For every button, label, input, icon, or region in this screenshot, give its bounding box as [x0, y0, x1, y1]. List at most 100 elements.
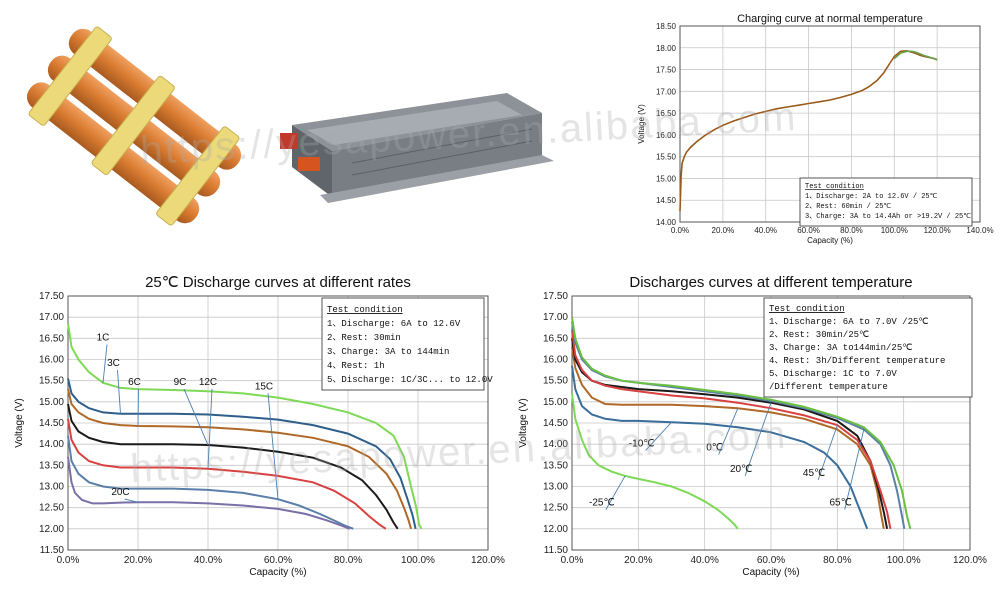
x-tick-label: 120.0% — [924, 226, 951, 235]
y-tick-label: 17.50 — [656, 66, 677, 75]
test-condition-line: 3、Charge: 3A to144min/25℃ — [769, 343, 912, 353]
test-condition-line: 5、Discharge: 1C to 7.0V — [769, 369, 897, 379]
annotation-label: 3C — [107, 358, 120, 369]
test-condition-title: Test condition — [327, 305, 403, 315]
annotation-label: 45℃ — [803, 468, 825, 479]
series-line — [893, 50, 938, 61]
test-condition-line: 3、Charge: 3A to 14.4Ah or >19.2V / 25℃ — [805, 213, 971, 221]
chart-title: Discharges curves at different temperatu… — [629, 274, 912, 291]
series-line-9C — [67, 403, 399, 530]
x-tick-label: 60.0% — [757, 555, 785, 566]
test-condition-line: 5、Discharge: 1C/3C... to 12.0V — [327, 375, 493, 385]
x-tick-label: 100.0% — [881, 226, 908, 235]
y-tick-label: 15.00 — [656, 174, 677, 183]
annotation-label: 6C — [128, 377, 141, 388]
annotation-arrow — [605, 475, 626, 510]
annotation-arrow — [137, 389, 139, 426]
annotation-arrow — [817, 424, 838, 481]
y-tick-label: 16.00 — [39, 355, 64, 366]
series-line-0℃ — [571, 346, 885, 529]
x-tick-label: 40.0% — [690, 555, 718, 566]
annotation-label: 65℃ — [829, 498, 851, 509]
x-tick-label: 80.0% — [334, 555, 362, 566]
annotation-arrow — [117, 369, 121, 414]
test-condition-line: 1、Discharge: 2A to 12.6V / 25℃ — [805, 193, 938, 201]
series-line-20C — [67, 456, 351, 530]
y-tick-label: 12.00 — [543, 524, 568, 535]
y-tick-label: 17.00 — [39, 312, 64, 323]
annotation-label: 12C — [199, 377, 217, 388]
y-tick-label: 16.00 — [543, 355, 568, 366]
y-axis-label: Voltage (V) — [518, 398, 529, 447]
y-tick-label: 11.50 — [544, 545, 569, 556]
test-condition-box — [321, 297, 485, 391]
y-tick-label: 15.00 — [543, 397, 568, 408]
y-tick-label: 16.50 — [543, 333, 568, 344]
y-tick-label: 12.50 — [543, 503, 568, 514]
x-tick-label: 60.0% — [797, 226, 820, 235]
y-axis-label: Voltage (V) — [14, 398, 25, 447]
series-line--10℃ — [571, 365, 869, 530]
y-tick-label: 16.50 — [656, 109, 677, 118]
series-line-45℃ — [571, 329, 892, 529]
chart-title: Charging curve at normal temperature — [737, 13, 923, 25]
y-tick-label: 14.00 — [656, 218, 677, 227]
y-tick-label: 13.50 — [543, 460, 568, 471]
test-condition-line: 4、Rest: 3h/Different temperature — [769, 356, 945, 366]
x-tick-label: 60.0% — [264, 555, 292, 566]
y-tick-label: 15.50 — [543, 376, 568, 387]
y-tick-label: 14.50 — [543, 418, 568, 429]
x-tick-label: 20.0% — [624, 555, 652, 566]
x-tick-label: 0.0% — [57, 555, 80, 566]
x-tick-label: 40.0% — [754, 226, 777, 235]
annotation-arrow — [718, 408, 739, 455]
annotation-label: 1C — [97, 333, 110, 344]
annotation-label: 15C — [255, 381, 273, 392]
test-condition-line: 1、Discharge: 6A to 12.6V — [327, 319, 461, 329]
x-tick-label: 100.0% — [887, 555, 921, 566]
battery-cells-photo — [26, 26, 242, 226]
x-tick-label: 20.0% — [124, 555, 152, 566]
x-tick-label: 0.0% — [671, 226, 689, 235]
test-condition-box — [763, 297, 973, 398]
test-condition-line: 4、Rest: 1h — [327, 361, 385, 371]
y-tick-label: 14.50 — [656, 196, 677, 205]
x-tick-label: 120.0% — [471, 555, 505, 566]
annotation-arrow — [645, 421, 672, 451]
y-tick-label: 18.00 — [656, 44, 677, 53]
annotation-label: 9C — [174, 377, 187, 388]
y-axis-label: Voltage (V) — [637, 104, 646, 144]
y-tick-label: 14.50 — [39, 418, 64, 429]
test-condition-line: /Different temperature — [769, 382, 888, 392]
y-tick-label: 14.00 — [543, 439, 568, 450]
annotation-label: 20℃ — [730, 464, 752, 475]
x-axis-label: Capacity (%) — [742, 567, 799, 578]
y-tick-label: 11.50 — [40, 545, 65, 556]
y-tick-label: 15.50 — [656, 153, 677, 162]
series-line-6C — [67, 388, 412, 530]
test-condition-line: 2、Rest: 30min — [327, 333, 401, 343]
y-tick-label: 17.50 — [543, 291, 568, 302]
annotation-arrow — [744, 402, 772, 476]
series-line-25℃ — [571, 317, 912, 530]
discharge-rates-chart: 25℃ Discharge curves at different rates 1… — [14, 274, 505, 578]
y-tick-label: 13.50 — [39, 460, 64, 471]
x-tick-label: 140.0% — [966, 226, 993, 235]
y-tick-label: 12.50 — [39, 503, 64, 514]
x-axis-label: Capacity (%) — [249, 567, 306, 578]
charging-curve-chart: Charging curve at normal temperature 14.0… — [637, 13, 994, 245]
annotation-arrow — [267, 393, 279, 500]
y-tick-label: 13.00 — [543, 482, 568, 493]
x-tick-label: 40.0% — [194, 555, 222, 566]
discharge-temperature-chart: Discharges curves at different temperatu… — [518, 274, 987, 578]
series-line-65℃ — [571, 321, 906, 529]
test-condition-title: Test condition — [769, 304, 845, 314]
series-line--25℃ — [571, 393, 739, 530]
y-tick-label: 15.50 — [39, 376, 64, 387]
y-tick-label: 16.50 — [39, 333, 64, 344]
x-tick-label: 80.0% — [823, 555, 851, 566]
y-tick-label: 16.00 — [656, 131, 677, 140]
chart-title: 25℃ Discharge curves at different rates — [145, 274, 411, 291]
test-condition-line: 2、Rest: 60min / 25℃ — [805, 203, 891, 211]
annotation-label: 20C — [111, 487, 129, 498]
